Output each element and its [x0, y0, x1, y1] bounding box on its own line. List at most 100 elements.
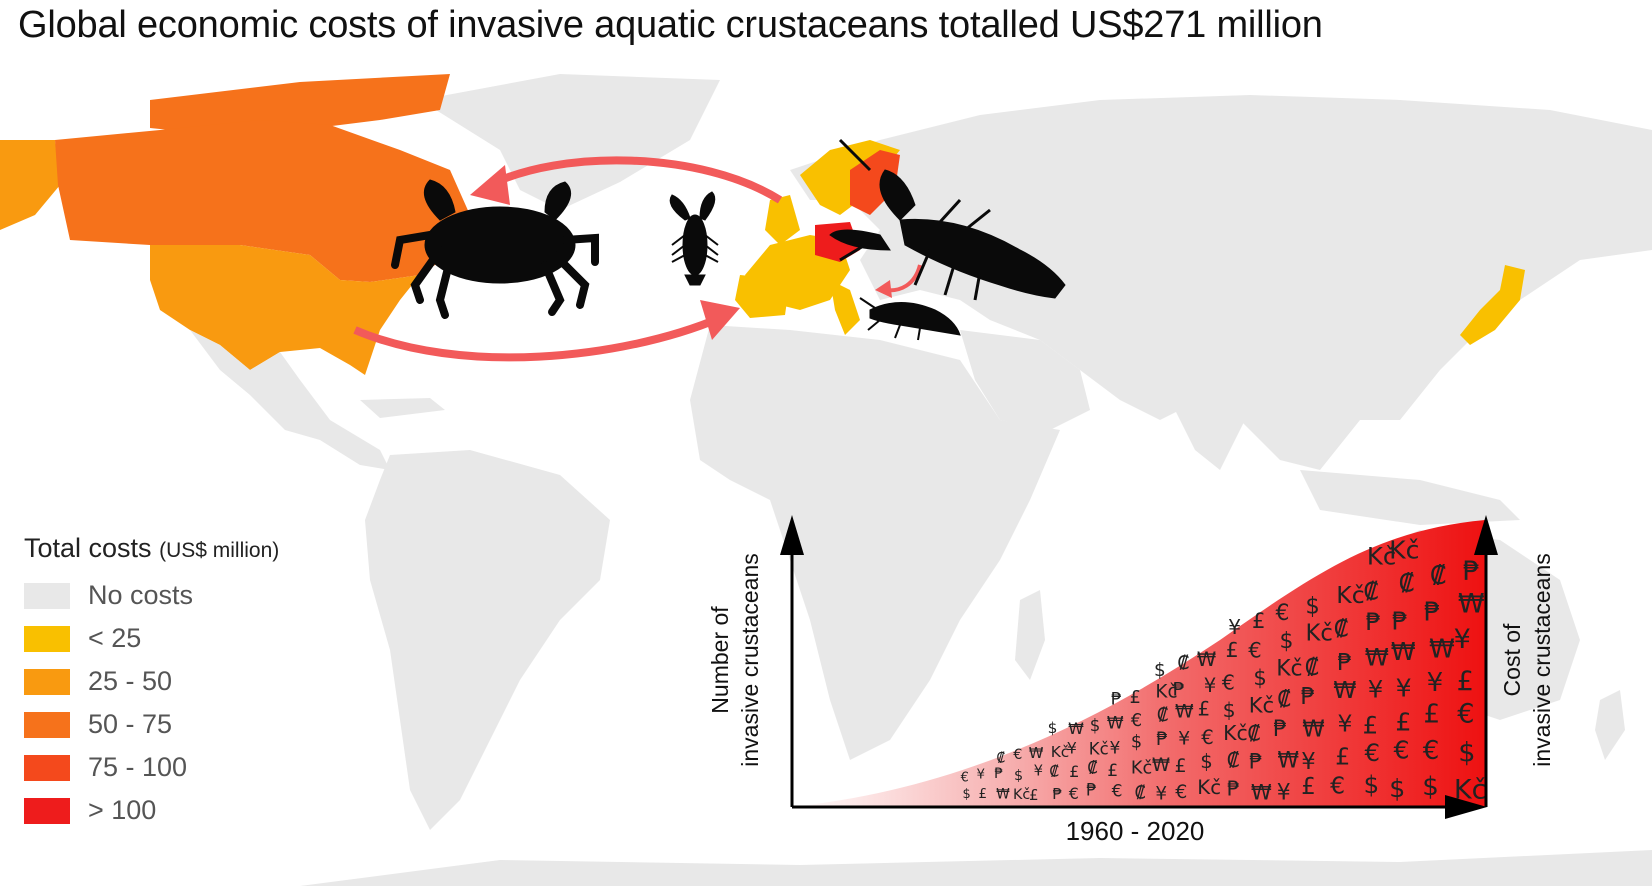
- currency-symbol: ¥: [1454, 624, 1471, 655]
- legend-swatch: [24, 668, 70, 695]
- currency-symbol: ₱: [1086, 780, 1097, 799]
- currency-symbol: ₩: [1365, 643, 1389, 672]
- madagascar: [1015, 590, 1045, 680]
- currency-symbol: ₩: [1197, 648, 1216, 671]
- currency-symbol: €: [1365, 738, 1381, 767]
- currency-symbol: $: [1131, 733, 1142, 753]
- currency-symbol: ¥: [1368, 674, 1384, 703]
- currency-symbol: ¥: [1396, 674, 1412, 703]
- currency-symbol: £: [1363, 711, 1379, 740]
- currency-symbol: $: [1422, 772, 1439, 802]
- currency-symbol: £: [1301, 774, 1315, 800]
- currency-symbol: Kč: [1306, 621, 1333, 647]
- currency-symbol: ₡: [1430, 561, 1447, 591]
- currency-symbol: €: [1069, 784, 1079, 803]
- caribbean: [360, 398, 445, 418]
- legend-item-gt-100: > 100: [24, 789, 279, 832]
- currency-symbol: ₱: [1463, 556, 1480, 587]
- amphipod-silhouette-icon: [859, 297, 961, 341]
- left-axis-arrowhead: [780, 515, 804, 555]
- currency-symbol: $: [1090, 716, 1101, 735]
- currency-symbol: ₡: [1087, 758, 1098, 777]
- currency-symbol: ₡: [996, 750, 1005, 766]
- currency-symbol: €: [1423, 736, 1440, 766]
- currency-symbol: ₩: [1277, 749, 1299, 774]
- currency-symbol: Kč: [1089, 739, 1109, 758]
- legend-item-25-50: 25 - 50: [24, 660, 279, 703]
- legend-label: < 25: [88, 623, 142, 653]
- currency-symbol: ¥: [1067, 738, 1077, 757]
- eurasia: [790, 95, 1652, 470]
- currency-symbol: £: [1130, 688, 1141, 708]
- legend-label: 25 - 50: [88, 666, 173, 696]
- currency-symbol: ₱: [994, 766, 1003, 782]
- currency-symbol: ¥: [1034, 763, 1043, 780]
- currency-symbol: $: [963, 787, 971, 802]
- currency-symbol: ₡: [1399, 569, 1415, 598]
- currency-symbol: £: [1198, 698, 1211, 721]
- bottom-axis-arrowhead: [1445, 795, 1487, 819]
- currency-symbol: ₱: [1301, 684, 1315, 710]
- crayfish-silhouette-icon: [829, 138, 1066, 301]
- southeast-asia-islands: [1300, 470, 1520, 525]
- right-axis-label-line2: invasive crustaceans: [1529, 553, 1555, 767]
- legend-item-no-costs: No costs: [24, 574, 279, 617]
- currency-symbol: $: [1305, 593, 1319, 619]
- legend-label: > 100: [88, 795, 157, 825]
- currency-symbol: Kč: [1223, 721, 1248, 745]
- currency-symbol: Kč: [1367, 542, 1396, 571]
- currency-symbol: ₡: [1177, 652, 1189, 674]
- currency-symbol: ¥: [1155, 783, 1167, 804]
- legend-item-75-100: 75 - 100: [24, 746, 279, 789]
- japan: [1460, 265, 1525, 345]
- currency-symbol: Kč: [1276, 657, 1302, 682]
- currency-symbol: ₡: [1135, 783, 1146, 803]
- currency-symbol: £: [1457, 666, 1474, 697]
- legend-swatch: [24, 711, 70, 738]
- canada: [55, 120, 470, 282]
- currency-symbol: €: [1112, 782, 1123, 802]
- currency-symbol: €: [1013, 747, 1022, 763]
- currency-symbol: ₱: [1366, 607, 1382, 636]
- currency-symbol: $: [1048, 719, 1058, 737]
- usa: [150, 245, 420, 375]
- currency-symbol: £: [979, 787, 988, 802]
- currency-symbol: ¥: [1228, 615, 1241, 639]
- currency-symbol: ₩: [1107, 714, 1124, 734]
- currency-symbol: ₱: [1337, 648, 1352, 676]
- currency-symbol: ₡: [1277, 687, 1291, 712]
- right-axis-label-line1: Cost of: [1499, 623, 1525, 696]
- legend-swatch: [24, 797, 70, 824]
- antarctica: [300, 850, 1652, 886]
- currency-symbol: $: [1014, 768, 1023, 784]
- currency-symbol: ₩: [1458, 589, 1485, 620]
- currency-symbol: ₩: [1152, 755, 1170, 776]
- legend-label: 50 - 75: [88, 709, 173, 739]
- currency-symbol: ₱: [1227, 777, 1240, 801]
- currency-symbol: £: [1395, 708, 1411, 737]
- currency-symbol: €: [1131, 711, 1142, 731]
- currency-symbol: £: [1424, 699, 1441, 729]
- currency-symbol: ¥: [1204, 674, 1217, 697]
- greenland: [420, 74, 720, 210]
- currency-symbol: £: [1069, 762, 1079, 781]
- currency-symbol: €: [1330, 772, 1345, 800]
- currency-symbol: €: [1457, 699, 1474, 730]
- sweden-finland: [850, 150, 900, 215]
- currency-symbol: Kč: [1013, 787, 1030, 803]
- currency-symbol: $: [1389, 774, 1405, 803]
- currency-symbol: ¥: [1178, 727, 1190, 749]
- legend-label: 75 - 100: [88, 752, 188, 782]
- currency-symbol: €: [1222, 671, 1235, 695]
- arrow-small-europe-head: [875, 280, 892, 298]
- currency-symbol: ₡: [1334, 614, 1349, 642]
- currency-symbol: ₩: [1251, 780, 1272, 805]
- currency-symbol: $: [1223, 698, 1236, 722]
- currency-symbol: ₩: [1429, 635, 1455, 665]
- currency-symbol: ¥: [1427, 668, 1444, 698]
- right-axis-arrowhead: [1474, 515, 1498, 555]
- currency-symbol: ₩: [1068, 719, 1084, 738]
- currency-symbol: £: [1335, 743, 1350, 771]
- currency-symbol: ₩: [1391, 637, 1416, 666]
